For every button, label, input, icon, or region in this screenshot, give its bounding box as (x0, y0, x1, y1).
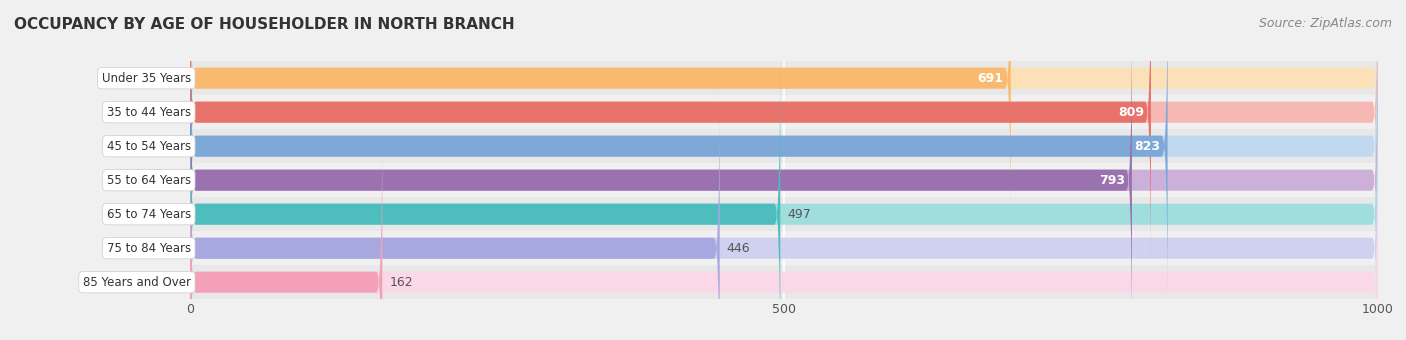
Text: 85 Years and Over: 85 Years and Over (83, 276, 191, 289)
Text: 823: 823 (1135, 140, 1160, 153)
FancyBboxPatch shape (190, 0, 1378, 238)
FancyBboxPatch shape (190, 89, 1378, 340)
FancyBboxPatch shape (190, 0, 1167, 306)
Bar (190, 265, 1378, 299)
Bar (190, 163, 1378, 197)
FancyBboxPatch shape (190, 123, 1378, 340)
FancyBboxPatch shape (190, 0, 1152, 272)
Bar (190, 197, 1378, 231)
Text: 55 to 64 Years: 55 to 64 Years (107, 174, 191, 187)
Bar (190, 129, 1378, 163)
Bar (190, 231, 1378, 265)
Text: 809: 809 (1118, 106, 1144, 119)
Bar (190, 61, 1378, 95)
FancyBboxPatch shape (190, 55, 1378, 340)
FancyBboxPatch shape (190, 55, 780, 340)
Text: OCCUPANCY BY AGE OF HOUSEHOLDER IN NORTH BRANCH: OCCUPANCY BY AGE OF HOUSEHOLDER IN NORTH… (14, 17, 515, 32)
FancyBboxPatch shape (190, 0, 1011, 238)
Text: 497: 497 (787, 208, 811, 221)
Text: 65 to 74 Years: 65 to 74 Years (107, 208, 191, 221)
Text: 75 to 84 Years: 75 to 84 Years (107, 242, 191, 255)
FancyBboxPatch shape (190, 0, 1378, 272)
FancyBboxPatch shape (190, 123, 382, 340)
Bar (190, 95, 1378, 129)
Text: 446: 446 (727, 242, 751, 255)
Text: 35 to 44 Years: 35 to 44 Years (107, 106, 191, 119)
Text: Source: ZipAtlas.com: Source: ZipAtlas.com (1258, 17, 1392, 30)
Text: 691: 691 (977, 72, 1004, 85)
Text: 162: 162 (389, 276, 413, 289)
Text: 45 to 54 Years: 45 to 54 Years (107, 140, 191, 153)
FancyBboxPatch shape (190, 0, 1378, 306)
FancyBboxPatch shape (190, 21, 1132, 340)
FancyBboxPatch shape (190, 89, 720, 340)
Text: Under 35 Years: Under 35 Years (101, 72, 191, 85)
Text: 793: 793 (1099, 174, 1125, 187)
FancyBboxPatch shape (190, 21, 1378, 340)
